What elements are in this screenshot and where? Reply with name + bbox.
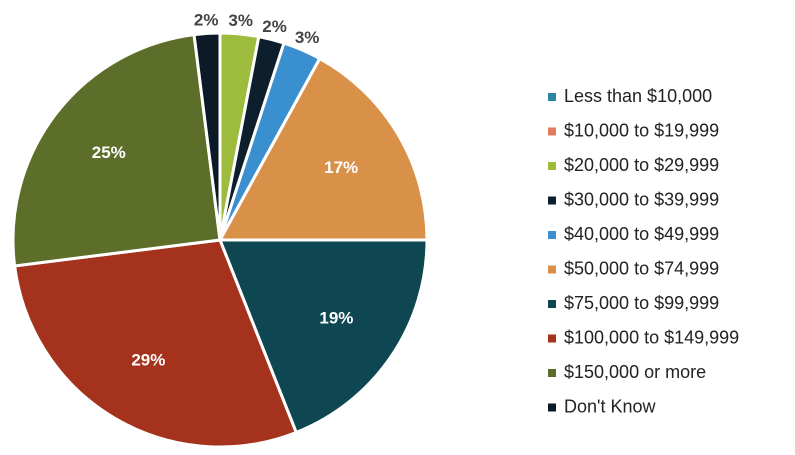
pie-slice bbox=[12, 238, 299, 449]
legend-label: $30,000 to $39,999 bbox=[564, 189, 719, 209]
data-label: 3% bbox=[295, 28, 320, 47]
legend-label: $50,000 to $74,999 bbox=[564, 258, 719, 278]
legend-label: $100,000 to $149,999 bbox=[564, 327, 739, 347]
legend-swatch bbox=[548, 231, 556, 239]
legend-swatch bbox=[548, 162, 556, 170]
legend-swatch bbox=[548, 127, 556, 136]
data-label: 19% bbox=[319, 309, 353, 328]
pie-slice bbox=[11, 32, 222, 268]
legend-swatch bbox=[548, 93, 556, 101]
data-label: 29% bbox=[131, 351, 165, 370]
legend-swatch bbox=[548, 334, 556, 343]
legend-swatch bbox=[548, 196, 556, 205]
data-label: 2% bbox=[262, 17, 287, 36]
data-label: 25% bbox=[92, 143, 126, 162]
pie-slice bbox=[217, 238, 429, 435]
legend-swatch bbox=[548, 300, 556, 308]
legend-swatch bbox=[548, 265, 556, 274]
pie-slice bbox=[217, 56, 429, 242]
legend-label: $10,000 to $19,999 bbox=[564, 120, 719, 140]
pie-slice bbox=[192, 31, 222, 241]
legend-swatch bbox=[548, 403, 556, 412]
legend-swatch bbox=[548, 369, 556, 377]
legend-label: Less than $10,000 bbox=[564, 86, 712, 106]
data-label: 2% bbox=[194, 10, 219, 29]
legend-label: $40,000 to $49,999 bbox=[564, 224, 719, 244]
data-label: 17% bbox=[324, 158, 358, 177]
legend-label: $20,000 to $29,999 bbox=[564, 155, 719, 175]
legend-label: $150,000 or more bbox=[564, 362, 706, 382]
legend-label: Don't Know bbox=[564, 396, 656, 416]
legend-label: $75,000 to $99,999 bbox=[564, 293, 719, 313]
data-label: 3% bbox=[228, 11, 253, 30]
